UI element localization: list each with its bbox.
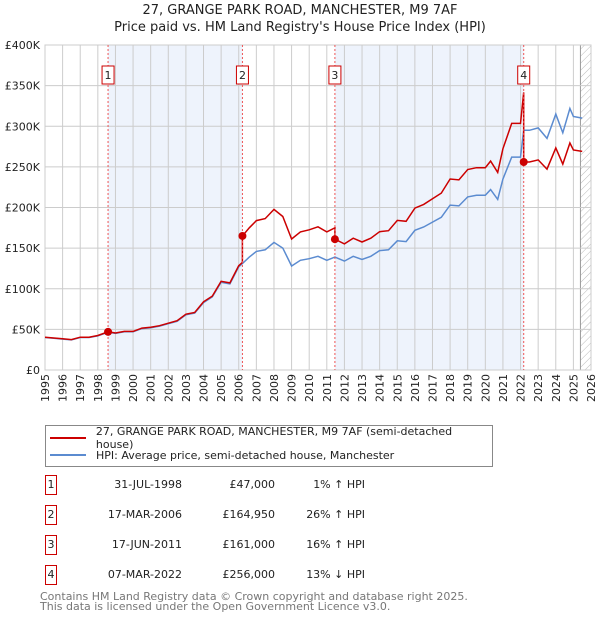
sale-point (519, 158, 528, 166)
x-tick-label: 1999 (109, 374, 122, 402)
sale-label-box (328, 65, 342, 85)
x-tick-label: 2001 (145, 374, 158, 402)
x-tick-label: 2019 (462, 374, 475, 402)
x-tick-label: 2017 (426, 374, 439, 402)
x-tick-label: 2015 (391, 374, 404, 402)
x-tick-label: 2021 (497, 374, 510, 402)
y-tick-label: £100K (5, 283, 41, 296)
sale-hpi-diff: 13% ↓ HPI (306, 568, 365, 581)
price-chart: 1995 1996 1997 1998 1999 2000 2001 2002 2003 2004… (5, 39, 598, 402)
sale-point (330, 235, 339, 244)
x-tick-label: 2026 (585, 374, 598, 402)
y-tick-label: £150K (5, 242, 41, 255)
sale-label-box (517, 65, 531, 85)
x-tick-label: 2025 (567, 374, 580, 402)
x-tick-label: 2003 (180, 374, 193, 402)
y-tick-label: £300K (5, 120, 41, 133)
x-tick-label: 2002 (162, 374, 175, 402)
x-tick-label: 1996 (57, 374, 70, 402)
x-tick-label: 1997 (74, 374, 87, 402)
chart-title: 27, GRANGE PARK ROAD, MANCHESTER, M9 7AF (142, 3, 458, 18)
sale-number: 1 (45, 475, 57, 495)
x-tick-label: 1998 (92, 374, 105, 402)
x-tick-label: 1995 (39, 374, 52, 402)
property-price-line (44, 92, 583, 341)
sale-number: 4 (45, 565, 57, 585)
footer-licence: This data is licensed under the Open Gov… (40, 600, 391, 613)
sale-date: 17-MAR-2006 (107, 508, 182, 521)
x-tick-label: 2007 (250, 374, 263, 402)
sale-date: 31-JUL-1998 (114, 478, 182, 491)
sale-point (104, 327, 113, 336)
x-tick-label: 2005 (215, 374, 228, 402)
sale-hpi-diff: 1% ↑ HPI (313, 478, 365, 491)
x-tick-label: 2008 (268, 374, 281, 402)
y-tick-label: £0 (26, 364, 40, 377)
x-tick-label: 2011 (321, 374, 334, 402)
y-tick-label: £350K (5, 80, 41, 93)
sale-point (238, 231, 247, 240)
sale-label-number: 3 (331, 69, 338, 82)
x-tick-label: 2012 (338, 374, 351, 402)
sale-label-box (235, 65, 249, 85)
sale-price: £164,950 (222, 508, 276, 521)
legend-hpi: HPI: Average price, semi-detached house,… (96, 448, 395, 462)
sale-hpi-diff: 26% ↑ HPI (306, 508, 365, 521)
x-tick-label: 2018 (444, 374, 457, 402)
y-tick-label: £400K (5, 39, 41, 52)
x-tick-label: 2006 (233, 374, 246, 402)
sale-label-number: 4 (520, 69, 527, 82)
y-tick-label: £200K (5, 202, 41, 215)
sale-date: 17-JUN-2011 (111, 538, 182, 551)
x-tick-label: 2009 (286, 374, 299, 402)
y-tick-label: £250K (5, 161, 41, 174)
sale-hpi-diff: 16% ↑ HPI (306, 538, 365, 551)
sale-price: £161,000 (222, 538, 276, 551)
chart-subtitle: Price paid vs. HM Land Registry's House … (114, 20, 486, 35)
x-tick-label: 2022 (515, 374, 528, 402)
y-tick-label: £50K (12, 323, 41, 336)
legend-property: 27, GRANGE PARK ROAD, MANCHESTER, M9 7AF… (95, 425, 453, 451)
x-tick-label: 2024 (550, 374, 563, 402)
x-tick-label: 2014 (374, 374, 387, 402)
x-tick-label: 2013 (356, 374, 369, 402)
x-tick-label: 2000 (127, 374, 140, 402)
sale-price: £256,000 (222, 568, 276, 581)
x-tick-label: 2010 (303, 374, 316, 402)
sale-label-number: 2 (239, 69, 246, 82)
sale-label-number: 1 (105, 69, 112, 82)
footer-copyright: Contains HM Land Registry data © Crown c… (40, 590, 468, 603)
sale-label-box (101, 65, 115, 85)
sale-date: 07-MAR-2022 (107, 568, 182, 581)
property-legend-swatch (50, 437, 86, 439)
legend: 27, GRANGE PARK ROAD, MANCHESTER, M9 7AF… (45, 425, 493, 467)
x-tick-label: 2004 (198, 374, 211, 402)
sale-price: £47,000 (229, 478, 276, 491)
x-tick-label: 2020 (479, 374, 492, 402)
sale-number: 2 (45, 505, 57, 525)
x-tick-label: 2023 (532, 374, 545, 402)
sale-number: 3 (45, 535, 57, 555)
x-tick-label: 2016 (409, 374, 422, 402)
plot-border (44, 44, 592, 371)
hpi-legend-swatch (50, 454, 86, 456)
